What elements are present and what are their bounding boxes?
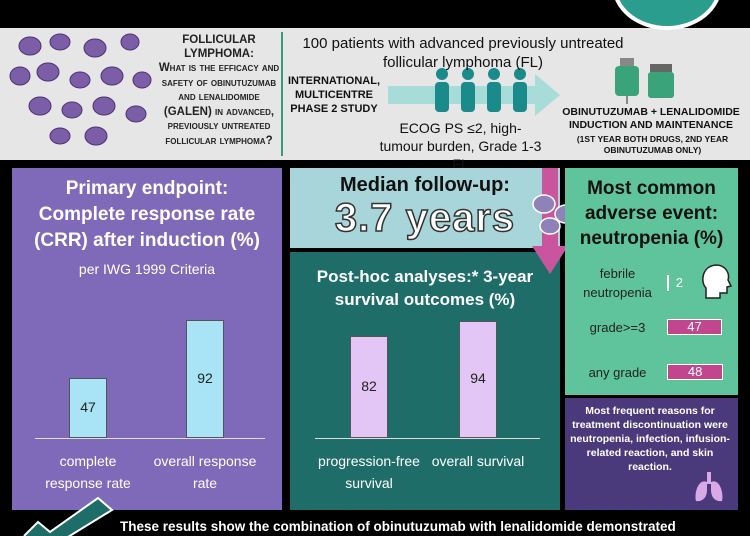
bar (667, 364, 724, 380)
category-label: overall response rate (153, 453, 257, 491)
follow-up-panel (290, 168, 560, 248)
value-label: 47 (80, 398, 96, 415)
survival-panel (290, 252, 560, 510)
follow-up-label: Median follow-up: (340, 174, 510, 196)
treatment-note: (1ST YEAR BOTH DRUGS, 2ND YEAR OBINUTUZU… (576, 134, 729, 155)
population: 100 patients with advanced previously un… (302, 35, 624, 71)
discontinuation-panel (565, 398, 738, 510)
value-label: 92 (197, 370, 213, 387)
category-label: progression-free survival (318, 453, 420, 491)
cells-decor (532, 194, 578, 235)
follow-up-value: 3.7 years (334, 195, 516, 241)
category-label: any grade (588, 365, 647, 380)
decor (532, 168, 578, 274)
question-title: FOLLICULAR LYMPHOMA: (182, 34, 256, 60)
design: INTERNATIONAL, MULTICENTRE PHASE 2 STUDY (287, 75, 381, 115)
value-label: 2 (675, 275, 683, 290)
survival-title: Post-hoc analyses:* 3-year survival outc… (316, 267, 534, 309)
baseline (35, 438, 265, 439)
bar (459, 320, 497, 438)
primary-endpoint-panel (12, 168, 282, 510)
bar (69, 377, 107, 438)
baseline (315, 438, 540, 439)
category-label: complete response rate (45, 453, 131, 491)
logo-circle (612, 0, 722, 30)
adverse-title: Most common adverse event: neutropenia (… (579, 178, 724, 249)
treatment: OBINUTUZUMAB + LENALIDOMIDE INDUCTION AN… (562, 106, 740, 131)
value-label: 48 (687, 364, 703, 379)
question: What is the efficacy and safety of obinu… (158, 62, 280, 147)
bar (186, 320, 224, 438)
cells (9, 33, 152, 146)
conclusion: These results show the combination of ob… (120, 519, 676, 534)
value-label: 47 (687, 319, 702, 334)
primary-title: Primary endpoint: Complete response rate… (34, 178, 260, 251)
people-icon (435, 68, 527, 112)
criteria: ECOG PS ≤2, high-tumour burden, Grade 1-… (379, 120, 542, 172)
head-icon (702, 264, 733, 299)
category-label: grade>=3 (589, 320, 646, 335)
check-icon (23, 496, 114, 536)
bar (667, 275, 670, 291)
category-label: overall survival (431, 453, 525, 469)
pink-arrow-head (532, 246, 568, 274)
lungs-icon (695, 472, 723, 502)
drug-icon (615, 58, 674, 104)
bar (667, 319, 722, 335)
study-graphics (9, 32, 674, 156)
bar (350, 335, 388, 438)
value-label: 82 (361, 377, 377, 394)
value-label: 94 (470, 370, 486, 387)
category-label: febrile neutropenia (583, 266, 652, 300)
primary-subtitle: per IWG 1999 Criteria (78, 261, 216, 277)
discontinuation: Most frequent reasons for treatment disc… (570, 405, 730, 473)
